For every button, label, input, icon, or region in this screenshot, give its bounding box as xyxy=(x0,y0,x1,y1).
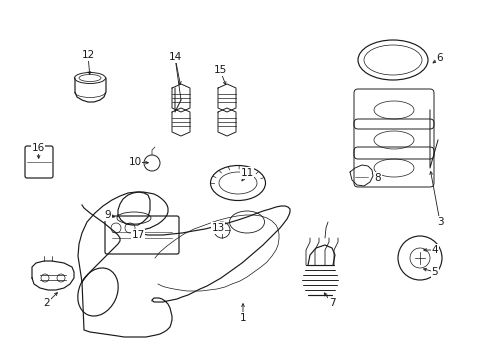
Text: 11: 11 xyxy=(240,168,253,178)
Text: 3: 3 xyxy=(436,217,443,227)
Text: 6: 6 xyxy=(436,53,443,63)
Text: 9: 9 xyxy=(104,210,111,220)
Text: 17: 17 xyxy=(131,230,144,240)
Text: 1: 1 xyxy=(239,313,246,323)
Text: 7: 7 xyxy=(328,298,335,308)
Text: 4: 4 xyxy=(431,245,437,255)
Text: 2: 2 xyxy=(43,298,50,308)
Text: 5: 5 xyxy=(431,267,437,277)
Text: 12: 12 xyxy=(81,50,95,60)
Text: 8: 8 xyxy=(374,173,381,183)
Text: 16: 16 xyxy=(31,143,44,153)
Text: 14: 14 xyxy=(168,52,181,62)
Text: 13: 13 xyxy=(211,223,224,233)
Text: 15: 15 xyxy=(213,65,226,75)
Text: 10: 10 xyxy=(128,157,141,167)
